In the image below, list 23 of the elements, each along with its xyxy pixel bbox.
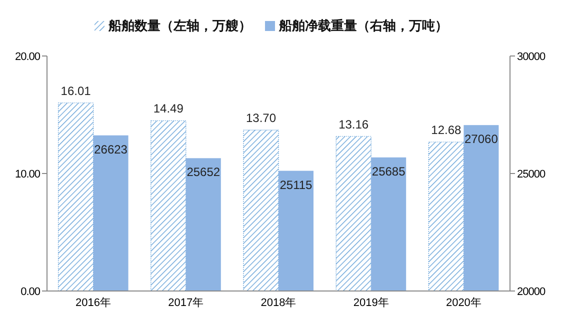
y-tick-label: 0.00	[20, 286, 40, 298]
x-tick-label: 2020年	[446, 297, 482, 309]
y2-tick-label: 30000	[517, 51, 546, 63]
y2-tick-label: 20000	[517, 286, 546, 298]
y2-tick-label: 25000	[517, 168, 546, 180]
x-tick-label: 2016年	[76, 297, 112, 309]
data-label: 13.16	[338, 117, 369, 132]
data-label: 26623	[94, 142, 128, 156]
data-label: 16.01	[60, 84, 92, 98]
data-label: 14.49	[153, 102, 184, 116]
data-label: 13.70	[246, 111, 276, 126]
x-tick-label: 2018年	[260, 297, 296, 309]
legend-label: 船舶净载重量（右轴，万吨）	[278, 18, 448, 33]
y-tick-label: 10.00	[14, 168, 40, 180]
data-label: 27060	[464, 132, 498, 146]
data-label: 25115	[280, 178, 313, 192]
data-label: 25685	[372, 164, 406, 178]
legend-label: 船舶数量（左轴，万艘）	[108, 18, 252, 33]
x-tick-label: 2019年	[353, 297, 389, 309]
data-label: 12.68	[431, 123, 462, 138]
x-tick-label: 2017年	[168, 297, 204, 309]
y-tick-label: 20.00	[14, 51, 40, 63]
data-label: 25652	[186, 165, 220, 180]
